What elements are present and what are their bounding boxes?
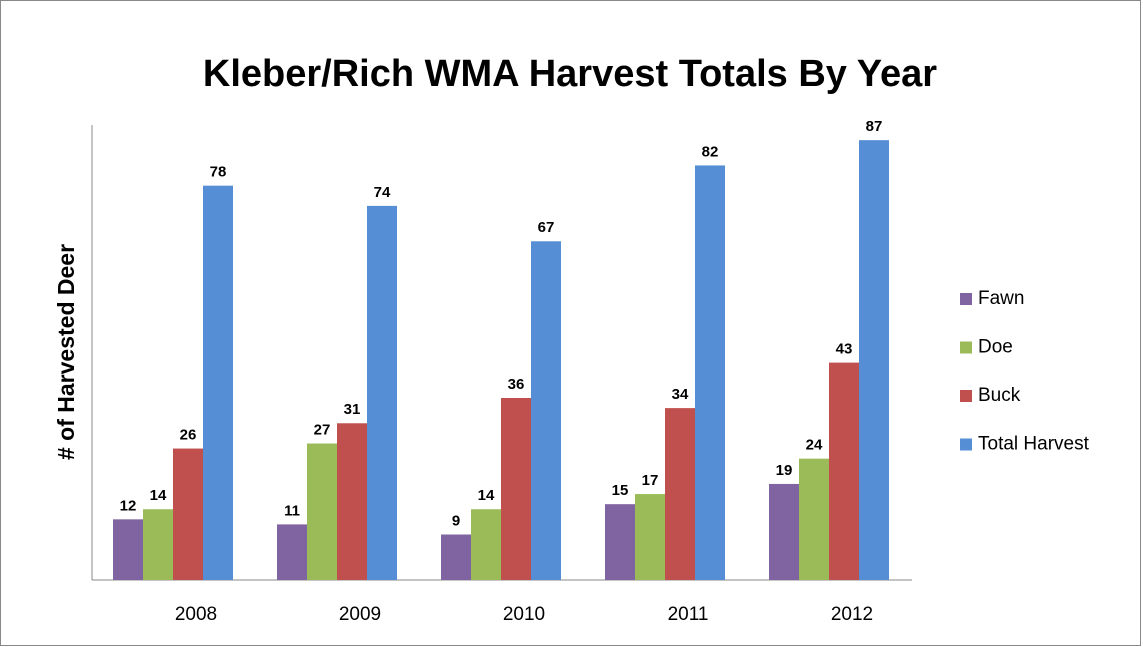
bar [203,185,233,580]
bar [799,458,829,580]
bar [859,140,889,580]
data-label: 17 [642,472,659,489]
data-label: 34 [672,386,689,403]
x-tick-label: 2010 [503,604,545,625]
bar [695,165,725,580]
legend-swatch [960,390,972,402]
legend-label: Doe [978,337,1013,358]
bar [441,534,471,580]
bar [367,205,397,580]
bar [635,494,665,580]
legend-swatch [960,341,972,354]
chart-title: Kleber/Rich WMA Harvest Totals By Year [203,53,937,95]
x-tick-label: 2011 [668,604,709,625]
data-label: 12 [120,497,137,514]
x-tick-label: 2009 [339,604,381,625]
bar [307,443,337,580]
data-label: 11 [284,502,300,519]
bar [769,483,799,580]
bar [143,509,173,580]
x-tick-label: 2012 [831,604,873,625]
bar [113,519,143,580]
bar [337,423,367,580]
data-label: 82 [702,143,719,160]
legend-label: Buck [978,385,1021,406]
data-label: 43 [836,341,853,358]
bar [173,448,203,580]
data-label: 19 [776,462,793,479]
data-label: 74 [374,184,391,201]
legend-label: Fawn [978,288,1024,309]
data-label: 78 [210,164,227,181]
legend-label: Total Harvest [978,434,1090,455]
data-label: 36 [508,376,525,393]
data-label: 15 [612,482,629,499]
data-label: 67 [538,219,555,236]
data-label: 27 [314,421,331,438]
bar [277,524,307,580]
bar [665,408,695,580]
data-label: 24 [806,437,823,454]
data-label: 26 [180,427,197,444]
bar [829,362,859,580]
bar [501,398,531,580]
bar [531,241,561,580]
data-label: 87 [866,118,883,135]
legend-swatch [960,438,972,451]
data-label: 14 [150,487,167,504]
bar [471,509,501,580]
data-label: 9 [452,512,460,529]
bar [605,504,635,580]
data-label: 31 [344,401,361,418]
x-tick-label: 2008 [175,604,217,625]
y-axis-title: # of Harvested Deer [53,244,79,460]
legend-swatch [960,293,972,305]
data-label: 14 [478,487,495,504]
